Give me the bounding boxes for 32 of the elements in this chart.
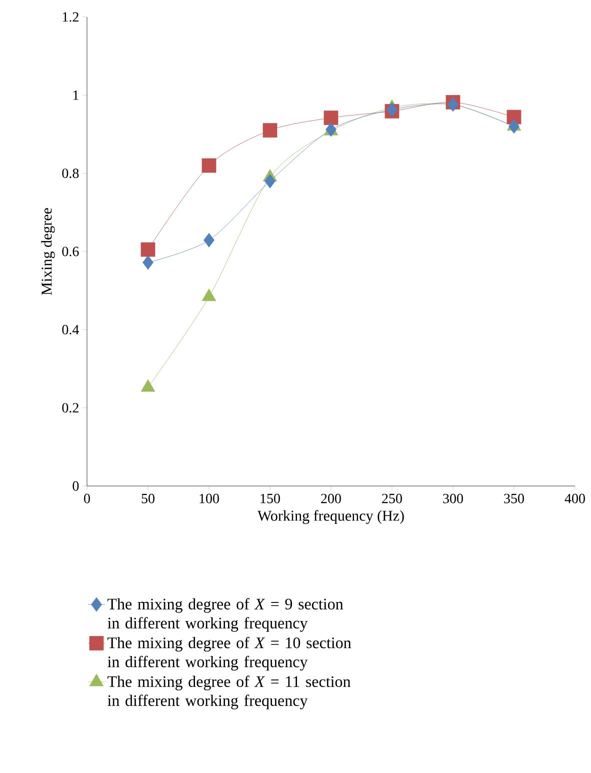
legend-label: The mixing degree of X = 9 section in different working frequency xyxy=(108,598,344,632)
x-tick-label: 400 xyxy=(564,494,585,504)
legend-label: The mixing degree of X = 11 section in different working frequency xyxy=(108,676,351,710)
y-tick-label: 0.6 xyxy=(62,246,79,256)
y-tick-label: 1.2 xyxy=(62,12,78,22)
x-tick-label: 300 xyxy=(443,494,463,504)
point xyxy=(448,97,458,112)
x-tick-label: 350 xyxy=(504,494,524,504)
x-tick-label: 250 xyxy=(382,494,402,504)
x-tick-label: 200 xyxy=(321,494,341,504)
point xyxy=(202,158,216,173)
y-tick-label: 0.2 xyxy=(62,403,78,413)
x-tick-label: 150 xyxy=(260,494,280,504)
point xyxy=(508,119,520,134)
point xyxy=(204,232,214,248)
point xyxy=(324,110,338,126)
y-tick-label: 0 xyxy=(72,481,79,491)
x-tick-label: 0 xyxy=(84,494,90,504)
point xyxy=(142,255,154,270)
x-tick-label: 100 xyxy=(200,494,219,504)
y-tick-label: 0.4 xyxy=(62,324,79,334)
point xyxy=(202,288,216,302)
point xyxy=(140,379,156,392)
legend-label: The mixing degree of X = 10 section in different working frequency xyxy=(108,636,352,671)
point xyxy=(140,242,156,257)
point xyxy=(262,123,278,138)
point xyxy=(264,174,276,188)
x-tick-label: 50 xyxy=(142,494,154,504)
y-axis-title: Mixing degree xyxy=(41,208,55,296)
y-tick-label: 0.8 xyxy=(62,168,79,178)
y-tick-label: 1 xyxy=(73,90,78,100)
x-axis-title: Working frequency (Hz) xyxy=(257,510,404,524)
